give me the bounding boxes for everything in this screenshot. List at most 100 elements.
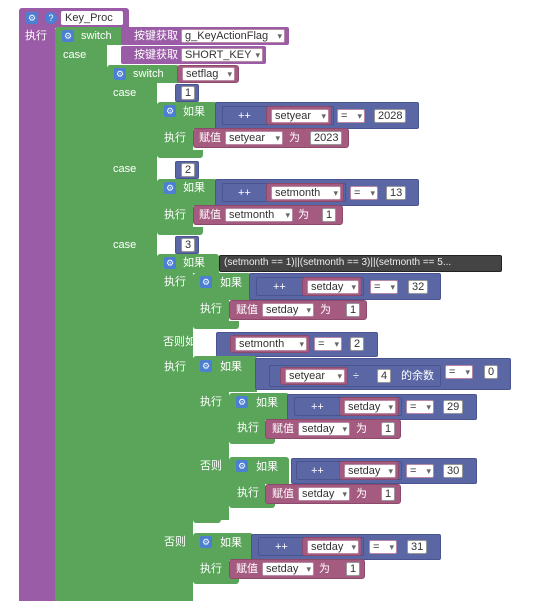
inc-op: ++ bbox=[273, 281, 286, 293]
case-value-2[interactable]: 2 bbox=[181, 163, 196, 177]
assign-var-dropdown[interactable]: setday bbox=[262, 562, 314, 576]
short-key-dropdown[interactable]: SHORT_KEY bbox=[181, 48, 263, 62]
cmp-value[interactable]: 30 bbox=[443, 464, 464, 478]
cmp-value[interactable]: 32 bbox=[408, 280, 429, 294]
gear-icon[interactable]: ⚙ bbox=[236, 460, 248, 472]
var-dropdown[interactable]: setyear bbox=[271, 109, 329, 123]
var-dropdown[interactable]: setday bbox=[344, 464, 396, 478]
inc-op: ++ bbox=[311, 465, 324, 477]
assign-label: 赋值 bbox=[199, 209, 221, 221]
assign-value[interactable]: 1 bbox=[381, 487, 396, 501]
cmp-value[interactable]: 0 bbox=[484, 365, 499, 379]
assign-var-dropdown[interactable]: setday bbox=[298, 487, 350, 501]
if-block-4-bottom bbox=[193, 321, 239, 329]
inc-op: ++ bbox=[238, 110, 251, 122]
var-dropdown[interactable]: setday bbox=[344, 400, 396, 414]
case-value-1[interactable]: 1 bbox=[181, 86, 196, 100]
var-dropdown[interactable]: setday bbox=[307, 280, 359, 294]
div-op: ÷ bbox=[353, 370, 360, 382]
mod-label: 的余数 bbox=[401, 370, 434, 382]
switch1-spine bbox=[55, 44, 107, 601]
if-block-6-bottom bbox=[229, 436, 275, 444]
if-label: 如果 bbox=[220, 277, 242, 289]
if-block-7-spine bbox=[229, 483, 265, 505]
assign-value[interactable]: 1 bbox=[346, 303, 361, 317]
eq-dropdown[interactable]: = bbox=[445, 365, 473, 379]
if-block-7-bottom bbox=[229, 500, 275, 508]
if-block-2-bottom bbox=[157, 227, 203, 235]
assign-var-dropdown[interactable]: setday bbox=[262, 303, 314, 317]
cmp-value[interactable]: 31 bbox=[407, 540, 428, 554]
condition-text: (setmonth == 1)||(setmonth == 3)||(setmo… bbox=[224, 257, 452, 268]
else-label: 否则 bbox=[200, 460, 222, 472]
assign-var-dropdown[interactable]: setyear bbox=[225, 131, 283, 145]
condition-block[interactable] bbox=[219, 255, 502, 272]
exec-label: 执行 bbox=[200, 563, 222, 575]
eq-dropdown[interactable]: = bbox=[406, 464, 434, 478]
assign-label: 赋值 bbox=[199, 132, 221, 144]
if-label: 如果 bbox=[220, 361, 242, 373]
exec-label: 执行 bbox=[164, 361, 186, 373]
else-label: 否则 bbox=[164, 536, 186, 548]
case-value-3[interactable]: 3 bbox=[181, 238, 196, 252]
gear-icon[interactable]: ⚙ bbox=[114, 68, 126, 80]
assign-var-dropdown[interactable]: setmonth bbox=[225, 208, 293, 222]
divisor-value[interactable]: 4 bbox=[377, 369, 392, 383]
var-dropdown[interactable]: setday bbox=[307, 540, 359, 554]
var-dropdown[interactable]: setyear bbox=[285, 369, 345, 383]
inc-op: ++ bbox=[275, 541, 288, 553]
eq-dropdown[interactable]: = bbox=[337, 109, 365, 123]
gear-icon[interactable]: ⚙ bbox=[62, 30, 74, 42]
eq-dropdown[interactable]: = bbox=[370, 280, 398, 294]
assign-label: 赋值 bbox=[236, 304, 258, 316]
if-label: 如果 bbox=[220, 537, 242, 549]
as-label: 为 bbox=[356, 488, 367, 500]
switch2-keyword: switch bbox=[133, 68, 164, 80]
assign-value[interactable]: 1 bbox=[346, 562, 361, 576]
assign-label: 赋值 bbox=[272, 488, 294, 500]
eq-dropdown[interactable]: = bbox=[369, 540, 397, 554]
proc-name-field[interactable] bbox=[61, 11, 123, 25]
if-label: 如果 bbox=[183, 257, 205, 269]
if-label: 如果 bbox=[256, 461, 278, 473]
case-label-2: case bbox=[113, 163, 137, 175]
assign-value[interactable]: 1 bbox=[381, 422, 396, 436]
setflag-dropdown[interactable]: setflag bbox=[182, 67, 235, 81]
gear-icon[interactable]: ⚙ bbox=[236, 396, 248, 408]
assign-value[interactable]: 1 bbox=[322, 208, 337, 222]
as-label: 为 bbox=[356, 423, 367, 435]
if-block-5-bottom bbox=[193, 515, 221, 523]
help-icon[interactable]: ? bbox=[45, 12, 57, 24]
case-getter-label: 按键获取 bbox=[134, 49, 178, 61]
gear-icon[interactable]: ⚙ bbox=[200, 276, 212, 288]
gear-icon[interactable]: ⚙ bbox=[200, 360, 212, 372]
cmp-value[interactable]: 29 bbox=[443, 400, 464, 414]
switch1-case-label: case bbox=[63, 49, 87, 61]
case-label-1: case bbox=[113, 87, 137, 99]
key-flag-dropdown[interactable]: g_KeyActionFlag bbox=[181, 29, 285, 43]
assign-var-dropdown[interactable]: setday bbox=[298, 422, 350, 436]
cmp-value[interactable]: 2 bbox=[350, 337, 365, 351]
cmp-value[interactable]: 13 bbox=[386, 186, 407, 200]
var-dropdown[interactable]: setmonth bbox=[235, 337, 307, 351]
gear-icon[interactable]: ⚙ bbox=[26, 12, 38, 24]
as-label: 为 bbox=[289, 132, 300, 144]
assign-value[interactable]: 2023 bbox=[310, 131, 343, 145]
exec-label: 执行 bbox=[200, 303, 222, 315]
gear-icon[interactable]: ⚙ bbox=[164, 105, 176, 117]
var-dropdown[interactable]: setmonth bbox=[271, 186, 341, 200]
as-label: 为 bbox=[320, 304, 331, 316]
eq-dropdown[interactable]: = bbox=[350, 186, 378, 200]
switch2-spine bbox=[107, 82, 157, 601]
inc-op: ++ bbox=[311, 401, 324, 413]
gear-icon[interactable]: ⚙ bbox=[164, 182, 176, 194]
eq-dropdown[interactable]: = bbox=[406, 400, 434, 414]
gear-icon[interactable]: ⚙ bbox=[200, 536, 212, 548]
exec-label: 执行 bbox=[164, 276, 186, 288]
eq-dropdown[interactable]: = bbox=[314, 337, 342, 351]
gear-icon[interactable]: ⚙ bbox=[164, 257, 176, 269]
if-block-6-spine bbox=[229, 419, 265, 441]
if-label: 如果 bbox=[183, 106, 205, 118]
if-block-8-spine bbox=[193, 559, 229, 581]
cmp-value[interactable]: 2028 bbox=[374, 109, 407, 123]
